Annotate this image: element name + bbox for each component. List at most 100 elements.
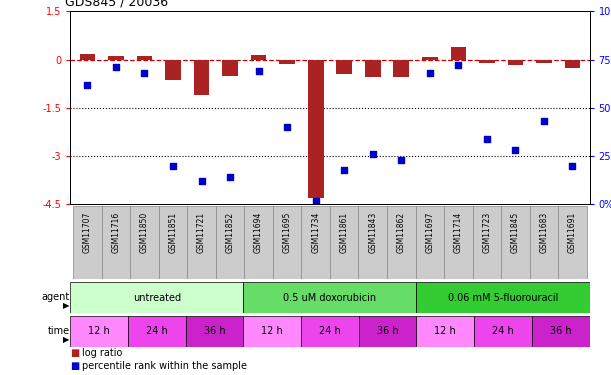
Bar bbox=[474, 316, 532, 347]
Bar bbox=[359, 206, 387, 279]
Text: GSM11843: GSM11843 bbox=[368, 212, 377, 254]
Bar bbox=[222, 60, 238, 76]
Bar bbox=[479, 60, 495, 63]
Bar bbox=[387, 206, 415, 279]
Text: 12 h: 12 h bbox=[88, 326, 110, 336]
Bar bbox=[558, 206, 587, 279]
Bar bbox=[243, 316, 301, 347]
Text: 36 h: 36 h bbox=[550, 326, 571, 336]
Text: ▶: ▶ bbox=[63, 335, 70, 344]
Text: GSM11862: GSM11862 bbox=[397, 212, 406, 253]
Text: GSM11845: GSM11845 bbox=[511, 212, 520, 254]
Bar bbox=[194, 60, 210, 95]
Bar bbox=[79, 54, 95, 60]
Bar bbox=[251, 55, 266, 60]
Bar bbox=[422, 57, 437, 60]
Point bbox=[339, 166, 349, 172]
Bar bbox=[444, 206, 473, 279]
Text: GSM11707: GSM11707 bbox=[83, 212, 92, 254]
Text: untreated: untreated bbox=[133, 292, 181, 303]
Bar bbox=[393, 60, 409, 77]
Text: 12 h: 12 h bbox=[262, 326, 283, 336]
Text: GSM11683: GSM11683 bbox=[540, 212, 549, 254]
Bar bbox=[70, 316, 128, 347]
Text: GSM11861: GSM11861 bbox=[340, 212, 349, 253]
Bar bbox=[187, 206, 216, 279]
Text: 24 h: 24 h bbox=[319, 326, 341, 336]
Bar bbox=[365, 60, 381, 77]
Bar bbox=[165, 60, 181, 81]
Point bbox=[397, 157, 406, 163]
Text: 36 h: 36 h bbox=[377, 326, 398, 336]
Point bbox=[282, 124, 292, 130]
Bar bbox=[337, 60, 352, 74]
Text: 24 h: 24 h bbox=[146, 326, 167, 336]
Point bbox=[82, 82, 92, 88]
Bar bbox=[415, 206, 444, 279]
Point bbox=[539, 118, 549, 124]
Bar bbox=[417, 282, 590, 313]
Point bbox=[139, 70, 149, 76]
Text: 24 h: 24 h bbox=[492, 326, 514, 336]
Text: 0.06 mM 5-fluorouracil: 0.06 mM 5-fluorouracil bbox=[448, 292, 558, 303]
Point bbox=[482, 136, 492, 142]
Bar bbox=[308, 60, 323, 198]
Text: log ratio: log ratio bbox=[82, 348, 123, 358]
Bar bbox=[243, 282, 417, 313]
Point bbox=[425, 70, 434, 76]
Text: GSM11723: GSM11723 bbox=[483, 212, 491, 254]
Bar bbox=[244, 206, 273, 279]
Bar bbox=[450, 47, 466, 60]
Bar bbox=[565, 60, 580, 68]
Point bbox=[254, 68, 263, 74]
Text: GSM11691: GSM11691 bbox=[568, 212, 577, 254]
Point bbox=[511, 147, 521, 153]
Bar bbox=[70, 282, 243, 313]
Bar bbox=[108, 56, 124, 60]
Bar bbox=[130, 206, 159, 279]
Text: GDS845 / 20036: GDS845 / 20036 bbox=[65, 0, 168, 9]
Text: GSM11695: GSM11695 bbox=[283, 212, 291, 254]
Point bbox=[453, 62, 463, 68]
Bar bbox=[101, 206, 130, 279]
Point bbox=[168, 163, 178, 169]
Point bbox=[368, 151, 378, 157]
Bar bbox=[417, 316, 474, 347]
Bar bbox=[137, 56, 152, 60]
Bar bbox=[73, 206, 101, 279]
Text: GSM11694: GSM11694 bbox=[254, 212, 263, 254]
Bar bbox=[273, 206, 301, 279]
Bar bbox=[186, 316, 243, 347]
Bar bbox=[532, 316, 590, 347]
Point bbox=[225, 174, 235, 180]
Text: percentile rank within the sample: percentile rank within the sample bbox=[82, 361, 247, 370]
Bar bbox=[508, 60, 523, 65]
Bar bbox=[128, 316, 186, 347]
Bar bbox=[279, 60, 295, 64]
Bar bbox=[530, 206, 558, 279]
Point bbox=[568, 163, 577, 169]
Text: agent: agent bbox=[42, 292, 70, 302]
Text: ▶: ▶ bbox=[63, 301, 70, 310]
Text: GSM11851: GSM11851 bbox=[169, 212, 177, 253]
Text: 12 h: 12 h bbox=[434, 326, 456, 336]
Bar bbox=[159, 206, 187, 279]
Text: GSM11734: GSM11734 bbox=[311, 212, 320, 254]
Point bbox=[111, 64, 121, 70]
Text: GSM11850: GSM11850 bbox=[140, 212, 149, 254]
Text: 36 h: 36 h bbox=[203, 326, 225, 336]
Bar bbox=[330, 206, 359, 279]
Text: 0.5 uM doxorubicin: 0.5 uM doxorubicin bbox=[284, 292, 376, 303]
Text: ■: ■ bbox=[70, 361, 79, 370]
Text: GSM11852: GSM11852 bbox=[225, 212, 235, 253]
Bar bbox=[473, 206, 501, 279]
Bar bbox=[501, 206, 530, 279]
Text: GSM11716: GSM11716 bbox=[111, 212, 120, 254]
Text: GSM11721: GSM11721 bbox=[197, 212, 206, 253]
Bar bbox=[301, 206, 330, 279]
Bar bbox=[359, 316, 417, 347]
Text: time: time bbox=[48, 326, 70, 336]
Bar bbox=[301, 316, 359, 347]
Bar bbox=[216, 206, 244, 279]
Text: ■: ■ bbox=[70, 348, 79, 358]
